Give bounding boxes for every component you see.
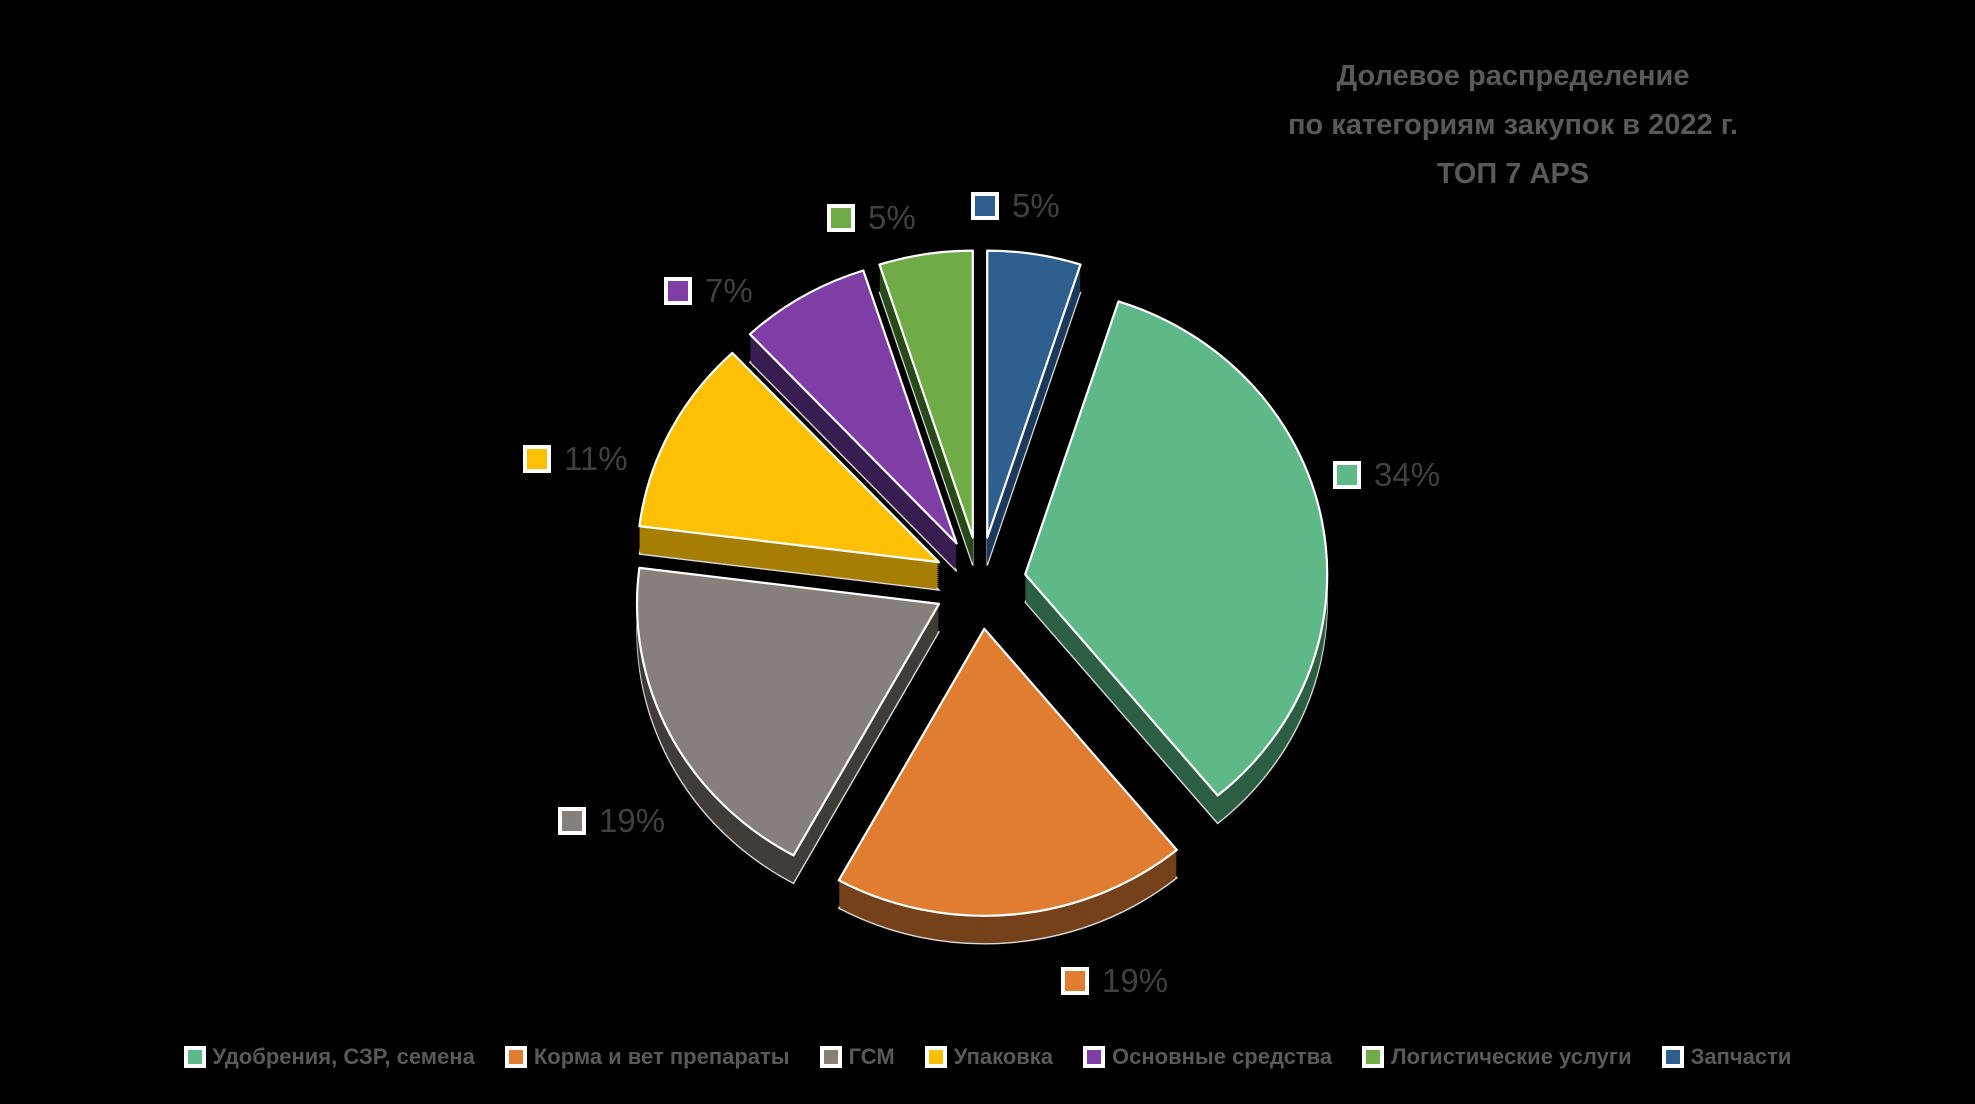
legend-label-udobreniya: Удобрения, СЗР, семена: [212, 1044, 475, 1069]
percent-label-zapchasti: 5%: [971, 189, 1060, 222]
percent-label-value-osnovnye-sredstva: 7%: [705, 272, 753, 309]
legend: Удобрения, СЗР, семена Корма и вет препар…: [0, 1044, 1975, 1070]
pie-slice-zapchasti[interactable]: [986, 249, 1082, 539]
percent-label-value-gsm: 19%: [599, 802, 666, 839]
percent-label-swatch-upakovka: [523, 444, 551, 473]
percent-label-swatch-osnovnye-sredstva: [664, 276, 692, 305]
legend-item-korma[interactable]: Корма и вет препараты: [504, 1044, 790, 1070]
chart-title-line-1: Долевое распределение: [1336, 60, 1690, 92]
percent-label-value-zapchasti: 5%: [1012, 187, 1060, 224]
percent-label-value-upakovka: 11%: [564, 440, 628, 477]
percent-label-swatch-udobreniya: [1333, 460, 1361, 489]
pie-slice-udobreniya[interactable]: [1024, 300, 1329, 797]
percent-label-gsm: 19%: [558, 804, 665, 837]
legend-label-logisticheskie-uslugi: Логистические услуги: [1391, 1044, 1632, 1069]
percent-label-swatch-logisticheskie-uslugi: [827, 203, 855, 232]
legend-label-osnovnye-sredstva: Основные средства: [1112, 1044, 1333, 1069]
legend-item-gsm[interactable]: ГСМ: [819, 1044, 895, 1070]
percent-label-swatch-zapchasti: [971, 191, 999, 220]
pie-slice-gsm[interactable]: [635, 566, 941, 857]
legend-item-udobreniya[interactable]: Удобрения, СЗР, семена: [183, 1044, 475, 1070]
percent-label-korma: 19%: [1061, 964, 1168, 997]
legend-item-osnovnye-sredstva[interactable]: Основные средства: [1083, 1044, 1332, 1070]
pie-slice-upakovka[interactable]: [638, 351, 941, 564]
legend-label-zapchasti: Запчасти: [1690, 1044, 1792, 1069]
percent-label-value-korma: 19%: [1102, 962, 1169, 999]
legend-label-korma: Корма и вет препараты: [533, 1044, 790, 1069]
legend-label-upakovka: Упаковка: [953, 1044, 1054, 1069]
percent-label-value-udobreniya: 34%: [1374, 456, 1441, 493]
percent-label-swatch-korma: [1061, 966, 1089, 995]
pie-slice-osnovnye-sredstva[interactable]: [748, 269, 958, 545]
legend-swatch-upakovka: [924, 1046, 947, 1068]
legend-label-gsm: ГСМ: [848, 1044, 895, 1069]
legend-item-logisticheskie-uslugi[interactable]: Логистические услуги: [1362, 1044, 1632, 1070]
percent-label-upakovka: 11%: [523, 442, 628, 475]
legend-swatch-logisticheskie-uslugi: [1362, 1046, 1385, 1068]
legend-item-zapchasti[interactable]: Запчасти: [1661, 1044, 1792, 1070]
legend-swatch-udobreniya: [183, 1046, 206, 1068]
percent-label-value-logisticheskie-uslugi: 5%: [868, 199, 916, 236]
legend-swatch-zapchasti: [1661, 1046, 1684, 1068]
legend-item-upakovka[interactable]: Упаковка: [924, 1044, 1054, 1070]
chart-title-line-3: ТОП 7 APS: [1436, 158, 1590, 190]
pie-slice-korma[interactable]: [837, 627, 1178, 917]
legend-swatch-korma: [504, 1046, 527, 1068]
legend-swatch-gsm: [819, 1046, 842, 1068]
percent-label-osnovnye-sredstva: 7%: [664, 274, 753, 307]
percent-label-udobreniya: 34%: [1333, 458, 1440, 491]
pie-slice-logisticheskie-uslugi[interactable]: [878, 249, 974, 539]
percent-label-swatch-gsm: [558, 806, 586, 835]
percent-label-logisticheskie-uslugi: 5%: [827, 201, 916, 234]
legend-swatch-osnovnye-sredstva: [1083, 1046, 1106, 1068]
chart-title: Долевое распределение по категориям заку…: [1243, 52, 1783, 199]
chart-title-line-2: по категориям закупок в 2022 г.: [1288, 109, 1738, 141]
